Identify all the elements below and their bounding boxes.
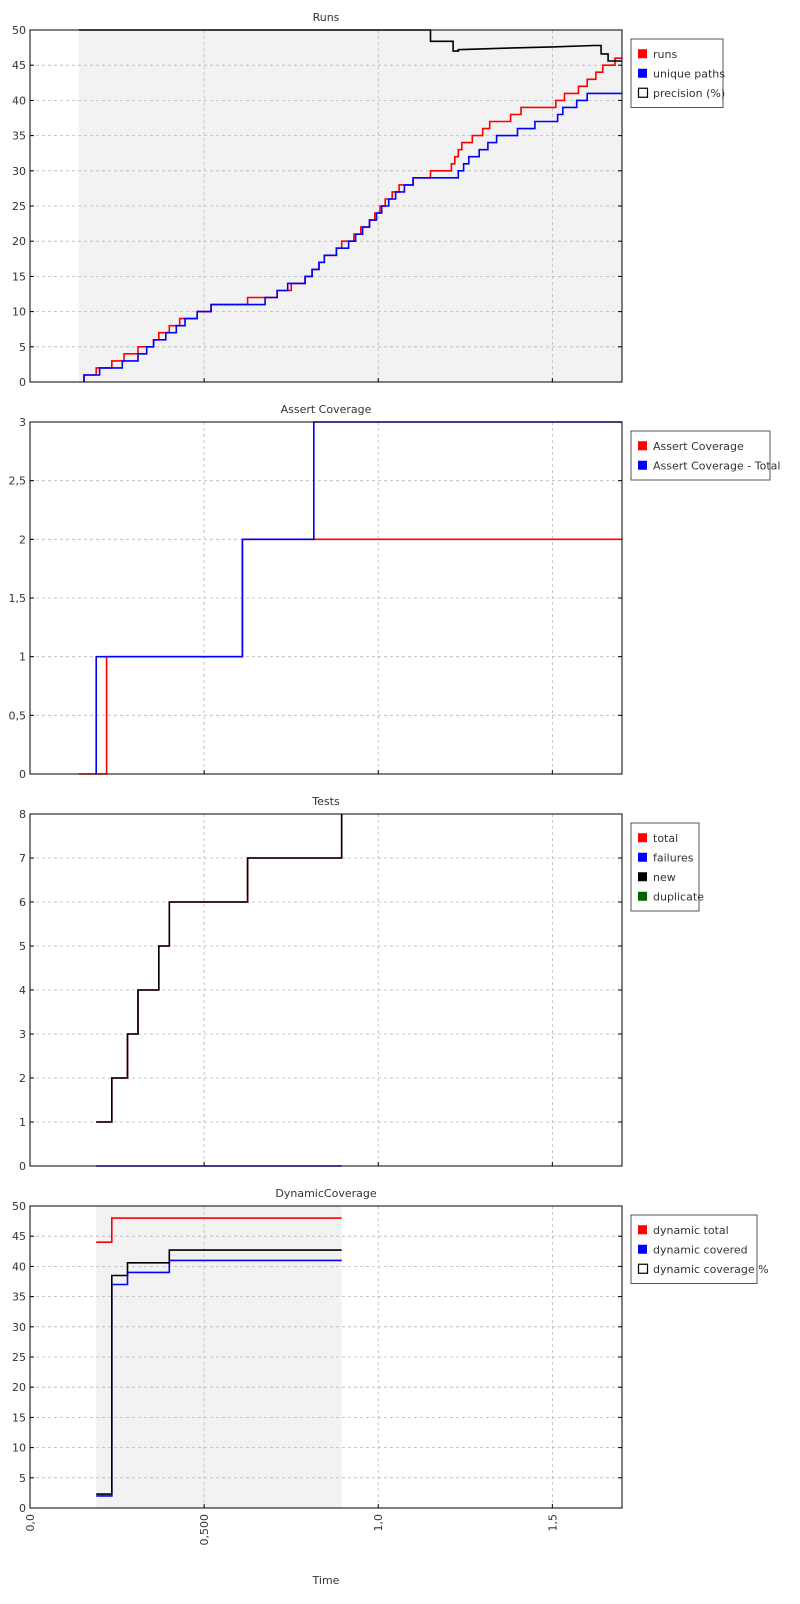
legend-box <box>630 1214 758 1284</box>
legend-swatch-unique-paths <box>638 68 647 78</box>
y-tick-label: 35 <box>12 130 26 143</box>
y-tick-label: 10 <box>12 1442 26 1455</box>
x-tick-label: 1,0 <box>372 1514 385 1532</box>
y-tick-label: 0,5 <box>9 709 27 722</box>
chart-tests: 0 1 2 3 4 5 6 7 8 Tests total failures new duplicate <box>19 795 704 1173</box>
legend-label-dynamic-total: dynamic total <box>653 1224 729 1237</box>
plot-frame <box>29 29 623 383</box>
y-tick-label: 1 <box>19 1116 26 1129</box>
legend-swatch-precision <box>637 87 649 98</box>
legend: Assert Coverage Assert Coverage - Total <box>630 430 780 481</box>
y-tick-label: 2,5 <box>9 475 27 488</box>
y-tick-label: 1,5 <box>9 592 27 605</box>
legend-label-runs: runs <box>653 48 677 61</box>
y-tick-label: 3 <box>19 416 26 429</box>
chart-title: Runs <box>313 11 340 24</box>
chart-title: Assert Coverage <box>281 403 372 416</box>
y-tick-label: 10 <box>12 306 26 319</box>
y-tick-label: 8 <box>19 808 26 821</box>
y-tick-label: 20 <box>12 235 26 248</box>
legend-label-total: total <box>653 832 678 845</box>
legend-box <box>630 430 771 481</box>
legend-swatch-dynamic-coverage <box>637 1263 649 1274</box>
legend-label-precision: precision (%) <box>653 87 725 100</box>
y-tick-label: 50 <box>12 1200 26 1213</box>
y-tick-label: 45 <box>12 59 26 72</box>
series-line-dynamic-total <box>96 1217 342 1243</box>
legend-swatch-dynamic-covered <box>638 1244 647 1254</box>
legend-label-dynamic-covered: dynamic covered <box>653 1243 748 1256</box>
plot-frame <box>29 1205 623 1509</box>
x-axis-label: Time <box>312 1574 340 1587</box>
y-tick-label: 25 <box>12 1351 26 1364</box>
legend-swatch-total <box>638 833 647 843</box>
y-tick-label: 2 <box>19 1072 26 1085</box>
y-tick-label: 5 <box>19 341 26 354</box>
y-tick-label: 30 <box>12 1321 26 1334</box>
series-line-precision <box>78 29 622 62</box>
y-tick-label: 2 <box>19 533 26 546</box>
y-tick-label: 6 <box>19 896 26 909</box>
y-tick-label: 40 <box>12 1260 26 1273</box>
legend: total failures new duplicate <box>630 822 704 912</box>
y-tick-label: 30 <box>12 165 26 178</box>
x-tick-label: 0,500 <box>198 1514 211 1546</box>
plot-frame <box>29 421 623 775</box>
legend-label-failures: failures <box>653 851 694 864</box>
legend-swatch-duplicate <box>638 891 647 901</box>
chart-title: DynamicCoverage <box>275 1187 376 1200</box>
y-tick-label: 15 <box>12 270 26 283</box>
y-tick-label: 45 <box>12 1230 26 1243</box>
y-tick-label: 20 <box>12 1381 26 1394</box>
chart-title: Tests <box>311 795 340 808</box>
y-tick-label: 35 <box>12 1291 26 1304</box>
y-tick-label: 5 <box>19 1472 26 1485</box>
legend: dynamic total dynamic covered dynamic cove… <box>630 1214 769 1284</box>
legend-label-new: new <box>653 871 676 884</box>
legend-label-assert-coverage: Assert Coverage <box>653 440 744 453</box>
legend-label-duplicate: duplicate <box>653 890 704 903</box>
y-tick-label: 50 <box>12 24 26 37</box>
series-line-dynamic-coverage <box>96 1249 342 1495</box>
y-tick-label: 0 <box>19 768 26 781</box>
y-tick-label: 7 <box>19 852 26 865</box>
series-line-unique-paths <box>83 92 622 382</box>
y-tick-label: 0 <box>19 1160 26 1173</box>
y-tick-label: 5 <box>19 940 26 953</box>
legend-swatch-assert-coverage-total <box>638 460 647 470</box>
y-tick-label: 3 <box>19 1028 26 1041</box>
y-tick-label: 4 <box>19 984 26 997</box>
series-line-new <box>96 814 343 1123</box>
legend: runs unique paths precision (%) <box>630 38 725 108</box>
y-tick-label: 0 <box>19 376 26 389</box>
legend-label-assert-coverage-total: Assert Coverage - Total <box>653 459 780 472</box>
legend-swatch-new <box>638 872 647 882</box>
legend-swatch-failures <box>638 852 647 862</box>
chart-dynamiccoverage: 0 5 10 15 20 25 30 35 40 45 50 DynamicCoverage 0,0 0,… <box>12 1187 769 1587</box>
y-tick-label: 40 <box>12 94 26 107</box>
legend-swatch-dynamic-total <box>638 1225 647 1235</box>
legend-label-dynamic-coverage: dynamic coverage % <box>653 1263 769 1276</box>
plot-frame <box>29 813 623 1167</box>
y-tick-label: 1 <box>19 651 26 664</box>
x-tick-label: 0,0 <box>24 1514 37 1532</box>
legend-swatch-assert-coverage <box>638 441 647 451</box>
chart-runs: 0 5 10 15 20 25 30 35 40 45 50 Runs runs unique paths… <box>12 11 725 389</box>
y-tick-label: 0 <box>19 1502 26 1515</box>
legend-swatch-runs <box>638 49 647 59</box>
y-tick-label: 15 <box>12 1411 26 1424</box>
legend-label-unique-paths: unique paths <box>653 67 725 80</box>
x-tick-label: 1,5 <box>546 1514 559 1532</box>
y-tick-label: 25 <box>12 200 26 213</box>
